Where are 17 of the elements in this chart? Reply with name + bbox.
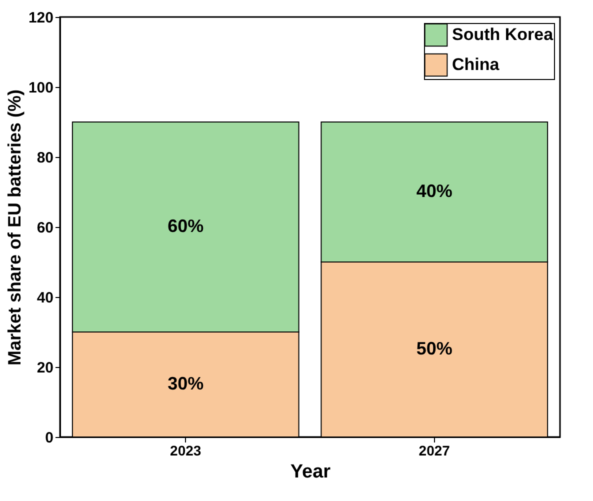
- x-axis-title: Year: [290, 462, 332, 482]
- y-tick-label: 20: [36, 360, 54, 376]
- data-label: 30%: [168, 374, 204, 394]
- legend-label: China: [452, 55, 500, 74]
- y-tick-label: 60: [36, 220, 54, 236]
- y-tick-label: 120: [28, 10, 54, 26]
- data-label: 40%: [416, 181, 452, 201]
- y-tick-label: 40: [36, 290, 54, 306]
- y-tick-label: 0: [45, 430, 54, 446]
- data-label: 50%: [416, 338, 452, 358]
- x-tick-label: 2027: [418, 442, 450, 458]
- x-tick-label: 2023: [170, 442, 202, 458]
- data-label: 60%: [168, 216, 204, 236]
- y-tick-label: 80: [36, 150, 54, 166]
- y-axis-title: Market share of EU batteries (%): [4, 89, 24, 366]
- y-tick-label: 100: [28, 80, 54, 96]
- legend-label: South Korea: [452, 25, 554, 44]
